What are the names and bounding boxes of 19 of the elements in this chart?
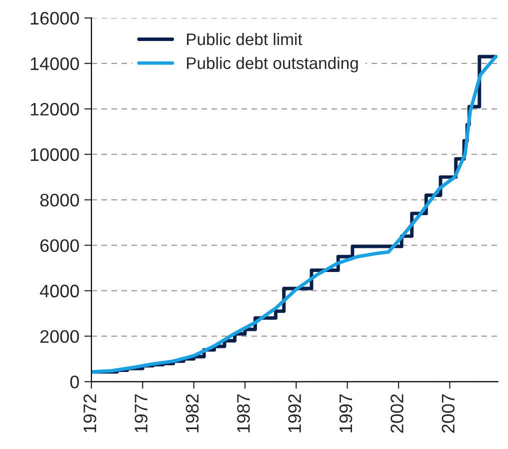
x-tick-label: 1997 [339, 394, 352, 432]
x-tick-label: 2007 [442, 394, 455, 433]
y-tick-label: 4000 [40, 284, 79, 298]
y-tick-label: 0 [70, 376, 79, 388]
x-tick-label: 1987 [237, 394, 250, 432]
x-tick-label: 1992 [288, 394, 302, 432]
legend-label: Public debt outstanding [186, 56, 358, 72]
y-tick-label: 14000 [30, 57, 79, 70]
y-tick-label: 2000 [40, 330, 79, 343]
y-tick-label: 6000 [40, 239, 79, 252]
x-tick-label: 1982 [186, 394, 199, 432]
x-tick-label: 1972 [84, 394, 96, 432]
y-tick-label: 16000 [30, 12, 79, 25]
y-tick-label: 10000 [30, 148, 79, 162]
x-tick-label: 2002 [390, 394, 404, 433]
legend-label: Public debt limit [186, 32, 302, 46]
y-tick-label: 8000 [40, 194, 79, 207]
x-tick-label: 1977 [134, 394, 148, 432]
y-tick-label: 12000 [30, 102, 79, 116]
